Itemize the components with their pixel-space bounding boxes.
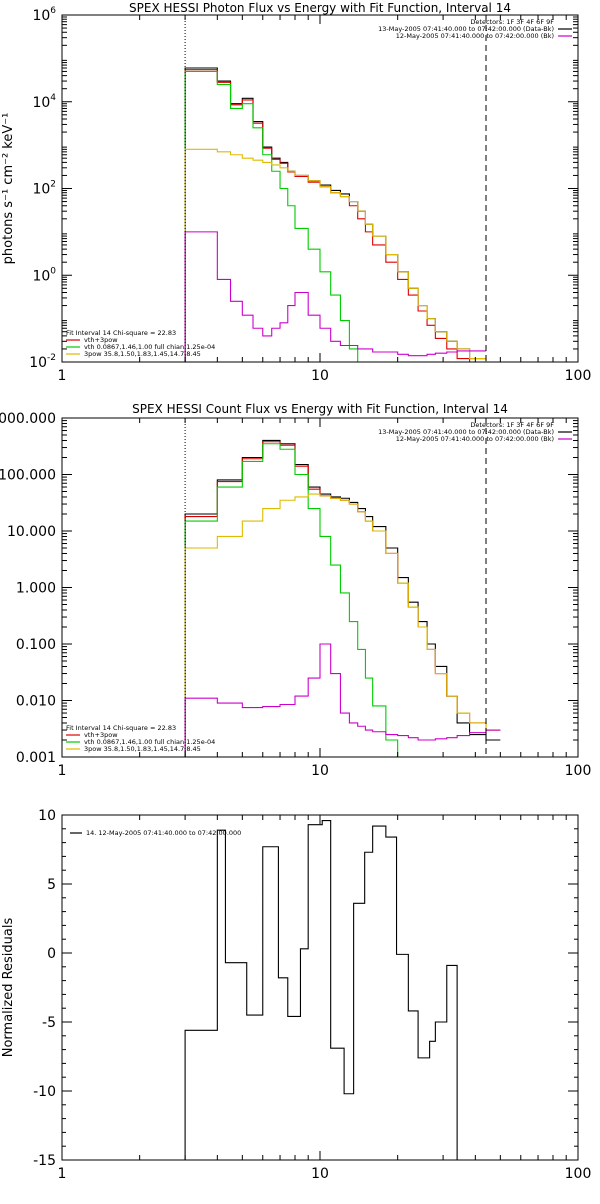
y-tick-label: 102 (32, 180, 56, 198)
chart-title: SPEX HESSI Count Flux vs Energy with Fit… (132, 402, 508, 416)
series-line-0 (184, 67, 487, 362)
legend-entry: vth 0.0867,1.46,1.00 full chian 1.25e-04 (84, 343, 215, 351)
x-tick-label: 100 (565, 368, 592, 384)
y-axis-label: Normalized Residuals (1, 918, 16, 1058)
plot-frame (61, 814, 579, 1161)
x-tick-label: 1 (58, 368, 67, 384)
series-line-0 (184, 819, 470, 1160)
x-tick-label: 10 (311, 763, 329, 779)
legend-entry: vth 0.0867,1.46,1.00 full chian 1.25e-04 (84, 738, 215, 746)
series-group (184, 67, 487, 362)
legend-entry: 13-May-2005 07:41:40.000 to 07:42:00.000… (378, 428, 554, 436)
y-tick-label: -15 (33, 1153, 56, 1169)
series-line-2 (184, 70, 359, 362)
series-line-4 (184, 231, 487, 362)
y-tick-label: 100 (32, 266, 56, 284)
legend-entry: vth+3pow (84, 336, 118, 344)
legend-entry: Fit Interval 14 Chi-square = 22.83 (66, 724, 176, 732)
series-group (184, 819, 470, 1160)
y-tick-label: -10 (33, 1084, 56, 1100)
y-tick-label: -5 (42, 1015, 56, 1031)
series-line-1 (184, 69, 471, 362)
y-tick-label: 0.100 (16, 637, 56, 653)
legend-entry: Detectors: 1F 3F 4F 6F 9F (470, 421, 554, 429)
series-line-3 (184, 493, 501, 757)
legend-entry: 3pow 35.8,1.50,1.83,1.45,14.7,8.45 (84, 745, 201, 753)
legend-entry: Fit Interval 14 Chi-square = 22.83 (66, 329, 176, 337)
legend-entry: 12-May-2005 07:41:40.000 to 07:42:00.000… (396, 32, 554, 40)
plot-frame (61, 14, 579, 363)
legend-entry: 14. 12-May-2005 07:41:40.000 to 07:42:00… (86, 829, 241, 837)
y-tick-label: 0 (47, 946, 56, 962)
y-tick-label: 1.000 (16, 581, 56, 597)
legend-entry: vth+3pow (84, 731, 118, 739)
chart-count: SPEX HESSI Count Flux vs Energy with Fit… (0, 402, 591, 779)
legend-entry: 13-May-2005 07:41:40.000 to 07:42:00.000… (378, 25, 554, 33)
y-tick-label: 100.000 (0, 468, 56, 484)
series-line-2 (184, 443, 399, 757)
x-tick-label: 100 (565, 763, 592, 779)
y-tick-label: 104 (32, 93, 56, 111)
y-tick-label: 10 (38, 808, 56, 824)
series-line-1 (184, 441, 501, 757)
chart-title: SPEX HESSI Photon Flux vs Energy with Fi… (129, 1, 511, 15)
y-tick-label: 0.001 (16, 750, 56, 766)
series-group (184, 439, 501, 757)
x-tick-label: 10 (311, 368, 329, 384)
plot-frame (61, 417, 579, 758)
series-line-4 (184, 643, 501, 757)
series-line-0 (184, 439, 501, 757)
legend-entry: 12-May-2005 07:41:40.000 to 07:42:00.000… (396, 435, 554, 443)
series-line-3 (184, 148, 487, 362)
legend-entry: Detectors: 1F 3F 4F 6F 9F (470, 18, 554, 26)
x-tick-label: 1 (58, 763, 67, 779)
chart-resid: 1 10 100 -15 -10 -5 0 5 10 Normalized Residuals 14… (1, 808, 591, 1182)
x-tick-label: 100 (565, 1166, 592, 1182)
x-tick-label: 10 (311, 1166, 329, 1182)
y-tick-label: 0.010 (16, 694, 56, 710)
x-tick-label: 1 (58, 1166, 67, 1182)
y-axis-label: photons s⁻¹ cm⁻² keV⁻¹ (1, 113, 16, 265)
y-tick-label: 10.000 (7, 524, 56, 540)
y-tick-label: 10-2 (29, 353, 56, 371)
legend-entry: 3pow 35.8,1.50,1.83,1.45,14.7,8.45 (84, 350, 201, 358)
y-tick-label: 5 (47, 877, 56, 893)
chart-photon: SPEX HESSI Photon Flux vs Energy with Fi… (1, 1, 591, 384)
y-tick-label: 106 (32, 6, 56, 24)
